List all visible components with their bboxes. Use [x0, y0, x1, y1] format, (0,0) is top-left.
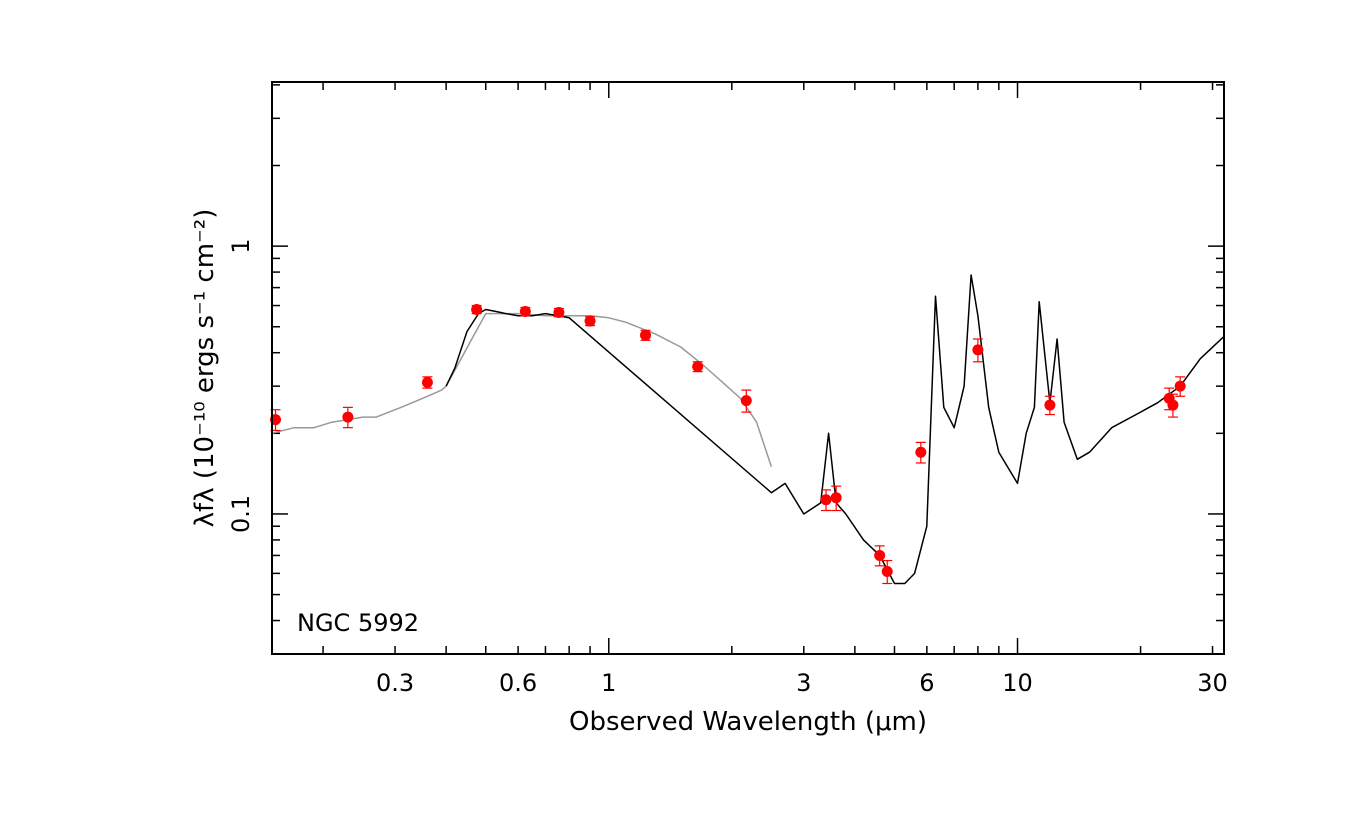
photometry-point — [421, 376, 433, 388]
x-tick-label: 0.3 — [376, 669, 414, 697]
photometry-point — [553, 307, 565, 319]
x-tick-label: 0.6 — [499, 669, 537, 697]
photometry-point — [1044, 399, 1056, 411]
photometry-point — [740, 395, 752, 407]
photometry-point — [830, 492, 842, 504]
model-template-series — [271, 312, 773, 468]
photometry-point — [820, 494, 832, 506]
photometry-point — [519, 306, 531, 318]
observed-spectrum-line — [445, 274, 1225, 585]
y-tick-label: 0.1 — [227, 495, 255, 533]
x-tick-label: 6 — [919, 669, 934, 697]
axis-ticks — [272, 82, 1224, 655]
photometry-point — [915, 446, 927, 458]
plot-frame — [271, 81, 1225, 655]
photometry-point — [640, 329, 652, 341]
photometry-point — [1167, 399, 1179, 411]
photometry-point — [471, 303, 483, 315]
x-tick-label: 10 — [1002, 669, 1033, 697]
y-tick-label: 1 — [227, 238, 255, 253]
x-tick-label: 1 — [601, 669, 616, 697]
object-label: NGC 5992 — [297, 609, 419, 637]
photometry-point — [692, 361, 704, 373]
y-tick-labels: 0.11 — [227, 238, 255, 533]
photometry-point — [1174, 380, 1186, 392]
y-axis-label: λfλ (10⁻¹⁰ ergs s⁻¹ cm⁻²) — [190, 209, 220, 528]
x-tick-labels: 0.3 0.6 1 3 6 10 30 — [376, 669, 1228, 697]
photometry-points — [270, 303, 1186, 585]
observed-spectrum-series — [445, 274, 1225, 585]
photometry-point — [584, 315, 596, 327]
photometry-point — [972, 344, 984, 356]
x-axis-label: Observed Wavelength (μm) — [569, 707, 927, 737]
x-tick-label: 3 — [796, 669, 811, 697]
photometry-point — [342, 411, 354, 423]
photometry-point — [881, 565, 893, 577]
model-template-line — [271, 312, 773, 468]
x-tick-label: 30 — [1197, 669, 1228, 697]
photometry-point — [874, 549, 886, 561]
